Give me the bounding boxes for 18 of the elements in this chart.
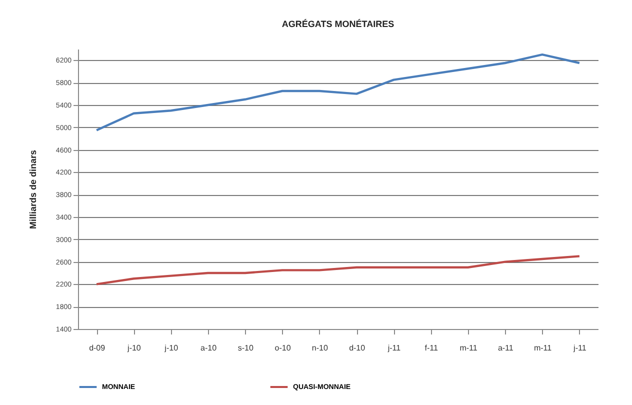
x-tick-label: j-10 [126, 344, 142, 352]
line-series [95, 54, 581, 132]
x-tick-label: f-11 [424, 344, 438, 352]
line-series [95, 255, 581, 286]
x-tick-label: j-11 [386, 344, 402, 352]
x-tick-label: d-09 [89, 344, 106, 352]
x-tick-label: n-10 [312, 344, 328, 352]
x-tick-label: j-10 [164, 344, 179, 352]
x-tick-label: o-10 [274, 344, 292, 352]
x-tick-label: s-10 [238, 344, 254, 352]
x-tick-label: m-11 [534, 344, 552, 352]
x-tick-label: m-11 [460, 344, 478, 352]
x-tick-label: a-10 [200, 344, 218, 352]
x-tick-label: d-10 [349, 344, 366, 352]
chart-title: AGRÉGATS MONÉTAIRES [282, 19, 394, 29]
y-axis-title: Milliards de dinars [28, 150, 38, 230]
x-tick-label: a-11 [498, 344, 514, 352]
x-tick-label: j-11 [572, 344, 587, 352]
